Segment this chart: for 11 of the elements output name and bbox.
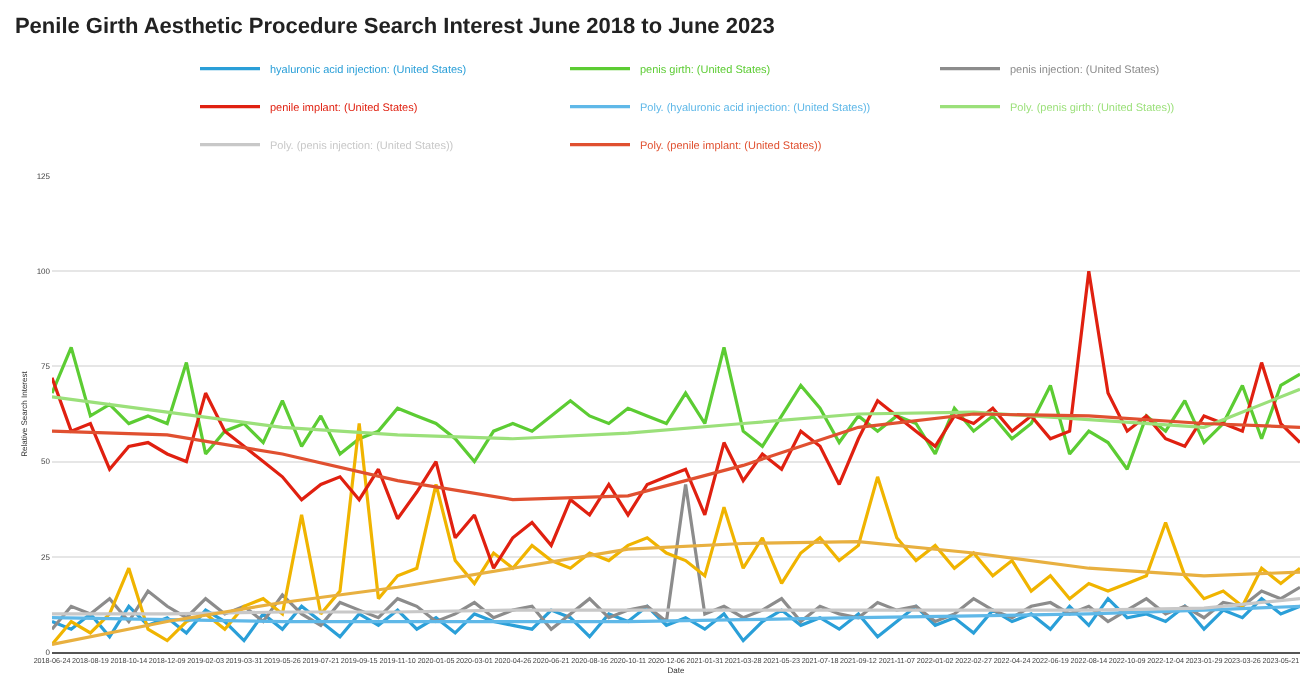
line-series: [52, 345, 1300, 471]
line-series: [52, 539, 1300, 646]
line-series: [52, 269, 1300, 570]
line-series: [52, 421, 1300, 646]
line-series: [52, 597, 1300, 616]
chart-title: Penile Girth Aesthetic Procedure Search Interest June 2018 to June 2023: [14, 14, 775, 39]
line-series: [52, 604, 1300, 624]
line-series: [52, 597, 1300, 643]
line-series: [52, 387, 1300, 441]
line-series: [52, 482, 1300, 631]
line-series: [52, 412, 1300, 502]
